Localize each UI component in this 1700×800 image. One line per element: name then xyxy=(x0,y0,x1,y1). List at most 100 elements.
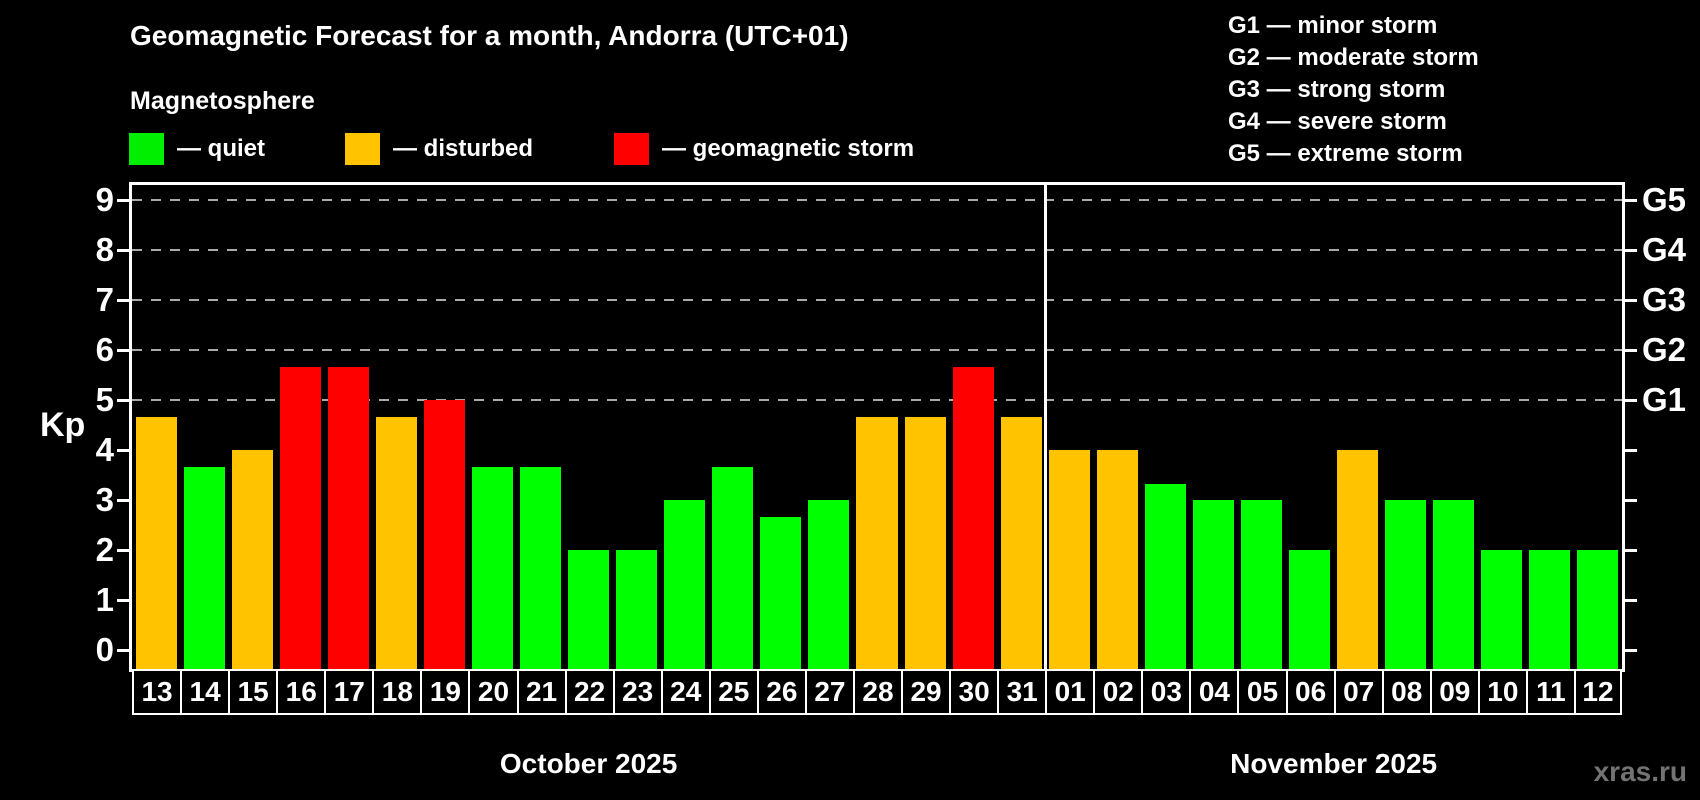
grid-line xyxy=(132,349,1622,351)
y-axis-tick xyxy=(117,598,129,602)
y-axis-tick-right xyxy=(1625,348,1637,352)
day-cell: 10 xyxy=(1477,669,1528,715)
day-cell: 15 xyxy=(228,669,279,715)
y-tick-label: 1 xyxy=(95,581,114,618)
day-cell: 01 xyxy=(1045,669,1096,715)
y-axis-tick-right xyxy=(1625,598,1637,602)
day-cell: 26 xyxy=(756,669,807,715)
y-tick-label: 5 xyxy=(95,381,114,418)
kp-bar xyxy=(664,500,706,669)
y-axis-tick xyxy=(117,248,129,252)
g-scale-legend-line: G3 — strong storm xyxy=(1228,76,1446,103)
day-cell: 23 xyxy=(612,669,663,715)
day-cell: 09 xyxy=(1429,669,1480,715)
legend-label-disturbed: — disturbed xyxy=(393,134,534,162)
kp-bar xyxy=(1000,416,1042,669)
chart-subtitle: Magnetosphere xyxy=(130,87,315,115)
grid-line xyxy=(132,199,1622,201)
kp-bar xyxy=(471,466,513,669)
g-scale-legend-line: G1 — minor storm xyxy=(1228,12,1438,39)
kp-bar xyxy=(616,550,658,669)
g-axis-label: G1 xyxy=(1642,381,1687,418)
y-axis-tick xyxy=(117,648,129,652)
g-axis-label: G4 xyxy=(1642,231,1687,268)
day-cell: 07 xyxy=(1333,669,1384,715)
storm-color-swatch xyxy=(614,132,649,165)
kp-bar xyxy=(1433,500,1475,669)
month-divider xyxy=(1043,185,1047,669)
plot-frame xyxy=(129,182,1625,672)
day-cell: 16 xyxy=(276,669,327,715)
kp-bar xyxy=(1385,500,1427,669)
kp-bar xyxy=(1481,550,1523,669)
kp-bar xyxy=(1289,550,1331,669)
day-cell: 05 xyxy=(1237,669,1288,715)
day-cell: 27 xyxy=(804,669,855,715)
day-cell: 11 xyxy=(1525,669,1576,715)
kp-bar xyxy=(279,366,321,669)
y-axis-tick-right xyxy=(1625,648,1637,652)
kp-bar xyxy=(520,466,562,669)
day-cell: 13 xyxy=(132,669,183,715)
day-cell: 19 xyxy=(420,669,471,715)
g-axis-label: G2 xyxy=(1642,331,1687,368)
kp-bar xyxy=(1096,450,1138,669)
kp-bar xyxy=(952,366,994,669)
y-tick-label: 2 xyxy=(95,531,114,568)
month-label-0: October 2025 xyxy=(499,748,678,779)
y-tick-label: 9 xyxy=(95,181,114,218)
kp-bar xyxy=(375,416,417,669)
kp-bar xyxy=(1144,483,1186,669)
y-axis-tick xyxy=(117,298,129,302)
day-cell: 12 xyxy=(1573,669,1622,715)
day-cell: 14 xyxy=(180,669,231,715)
day-cell: 28 xyxy=(852,669,904,715)
kp-bar xyxy=(712,466,754,669)
kp-bar xyxy=(423,400,465,669)
day-cell: 06 xyxy=(1285,669,1336,715)
y-axis-tick xyxy=(117,198,129,202)
y-axis-tick-right xyxy=(1625,448,1637,452)
grid-line xyxy=(132,249,1622,251)
y-axis-tick xyxy=(117,548,129,552)
legend-item-storm: — geomagnetic storm xyxy=(614,132,914,165)
g-scale-legend-line: G2 — moderate storm xyxy=(1228,44,1479,71)
kp-bar xyxy=(856,416,898,669)
day-cell: 04 xyxy=(1189,669,1240,715)
day-cell: 24 xyxy=(660,669,711,715)
legend-item-disturbed: — disturbed xyxy=(345,132,533,165)
g-axis-label: G3 xyxy=(1642,281,1687,318)
day-cell: 20 xyxy=(468,669,519,715)
day-cell: 22 xyxy=(564,669,615,715)
kp-bar xyxy=(1337,450,1379,669)
y-axis-tick-right xyxy=(1625,198,1637,202)
g-scale-legend-line: G5 — extreme storm xyxy=(1228,140,1463,167)
day-cell: 03 xyxy=(1141,669,1192,715)
kp-bar xyxy=(1529,550,1571,669)
y-axis-tick xyxy=(117,348,129,352)
kp-bar xyxy=(231,450,273,669)
day-cell: 18 xyxy=(372,669,423,715)
day-cell: 25 xyxy=(708,669,759,715)
kp-bar xyxy=(808,500,850,669)
g-scale-legend: G1 — minor storm G2 — moderate storm G3 … xyxy=(1228,10,1479,170)
y-tick-label: 4 xyxy=(95,431,114,468)
y-axis-tick xyxy=(117,448,129,452)
kp-bar xyxy=(1048,450,1090,669)
kp-bar xyxy=(1240,500,1283,669)
y-axis-tick-right xyxy=(1625,398,1637,402)
day-cell: 02 xyxy=(1093,669,1144,715)
legend-label-quiet: — quiet xyxy=(177,134,265,162)
day-cell: 29 xyxy=(901,669,952,715)
grid-line xyxy=(132,299,1622,301)
legend-item-quiet: — quiet xyxy=(129,132,265,165)
day-cell: 08 xyxy=(1381,669,1432,715)
month-label-1: November 2025 xyxy=(1230,748,1438,779)
grid-line xyxy=(132,399,1622,401)
page-title: Geomagnetic Forecast for a month, Andorr… xyxy=(130,20,849,51)
kp-bar xyxy=(135,416,177,669)
y-tick-label: 6 xyxy=(95,331,114,368)
g-scale-legend-line: G4 — severe storm xyxy=(1228,108,1447,135)
legend-label-storm: — geomagnetic storm xyxy=(662,134,915,162)
